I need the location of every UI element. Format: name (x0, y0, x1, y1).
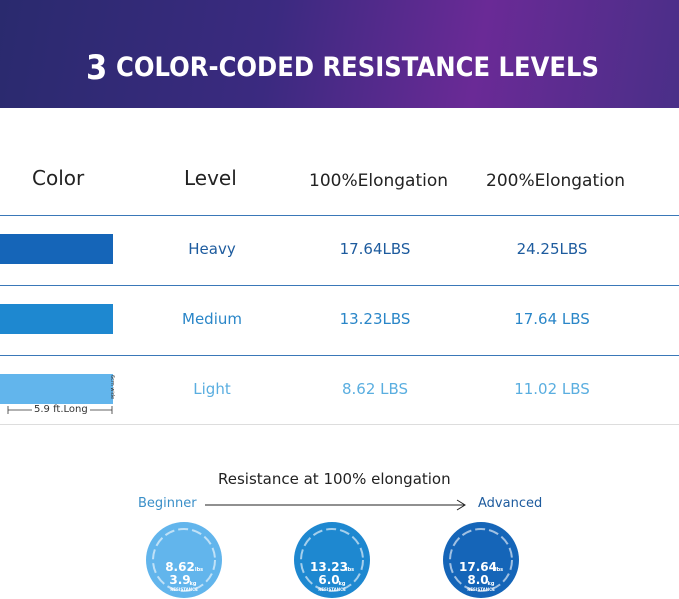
row-divider (0, 424, 679, 425)
resistance-label: RESISTANCE (318, 587, 346, 592)
band-swatch (0, 374, 113, 404)
cell: 17.64LBS (339, 240, 411, 258)
band-swatch (0, 304, 113, 334)
kg-unit: kg (190, 581, 197, 587)
kg-value: 8.0 (467, 573, 488, 587)
lbs-unit: lbs (346, 567, 354, 573)
scale-start: Beginner (138, 496, 197, 511)
level-circle (146, 522, 222, 598)
row-divider (0, 355, 679, 356)
lbs-value: 13.23 (310, 560, 348, 574)
scale-title: Resistance at 100% elongation (218, 470, 451, 488)
level-circle (443, 522, 519, 598)
row-divider (0, 215, 679, 216)
kg-unit: kg (488, 581, 495, 587)
cell: 8.62 LBS (341, 380, 409, 398)
level-circle (294, 522, 370, 598)
kg-value: 3.9 (169, 573, 190, 587)
cell: 11.02 LBS (514, 380, 590, 398)
header-number: 3 (86, 48, 108, 88)
column-header: 100%Elongation (309, 171, 449, 191)
resistance-label: RESISTANCE (467, 587, 495, 592)
cell: Heavy (188, 240, 236, 258)
cell: 24.25LBS (516, 240, 588, 258)
scale-end: Advanced (478, 496, 543, 511)
width-label: 6cm wide (109, 374, 116, 400)
band-swatch (0, 234, 113, 264)
column-header: 200%Elongation (486, 171, 626, 191)
lbs-value: 8.62 (165, 560, 195, 574)
cell: 13.23LBS (339, 310, 411, 328)
cell: 17.64 LBS (514, 310, 590, 328)
kg-value: 6.0 (318, 573, 339, 587)
scale-arrow (205, 499, 466, 511)
row-divider (0, 285, 679, 286)
lbs-unit: lbs (195, 567, 203, 573)
header-title: COLOR-CODED RESISTANCE LEVELS (116, 52, 600, 83)
column-header: Color (32, 166, 85, 190)
cell: Medium (182, 310, 242, 328)
level-circles: 8.62 lbs 3.9 kg RESISTANCE 13.23 lbs 6.0… (146, 522, 519, 598)
lbs-value: 17.64 (459, 560, 497, 574)
column-header: Level (184, 166, 237, 190)
lbs-unit: lbs (495, 567, 503, 573)
resistance-label: RESISTANCE (170, 587, 198, 592)
length-label: 5.9 ft.Long (32, 404, 90, 415)
header-banner (0, 0, 679, 108)
cell: Light (193, 380, 231, 398)
kg-unit: kg (339, 581, 346, 587)
